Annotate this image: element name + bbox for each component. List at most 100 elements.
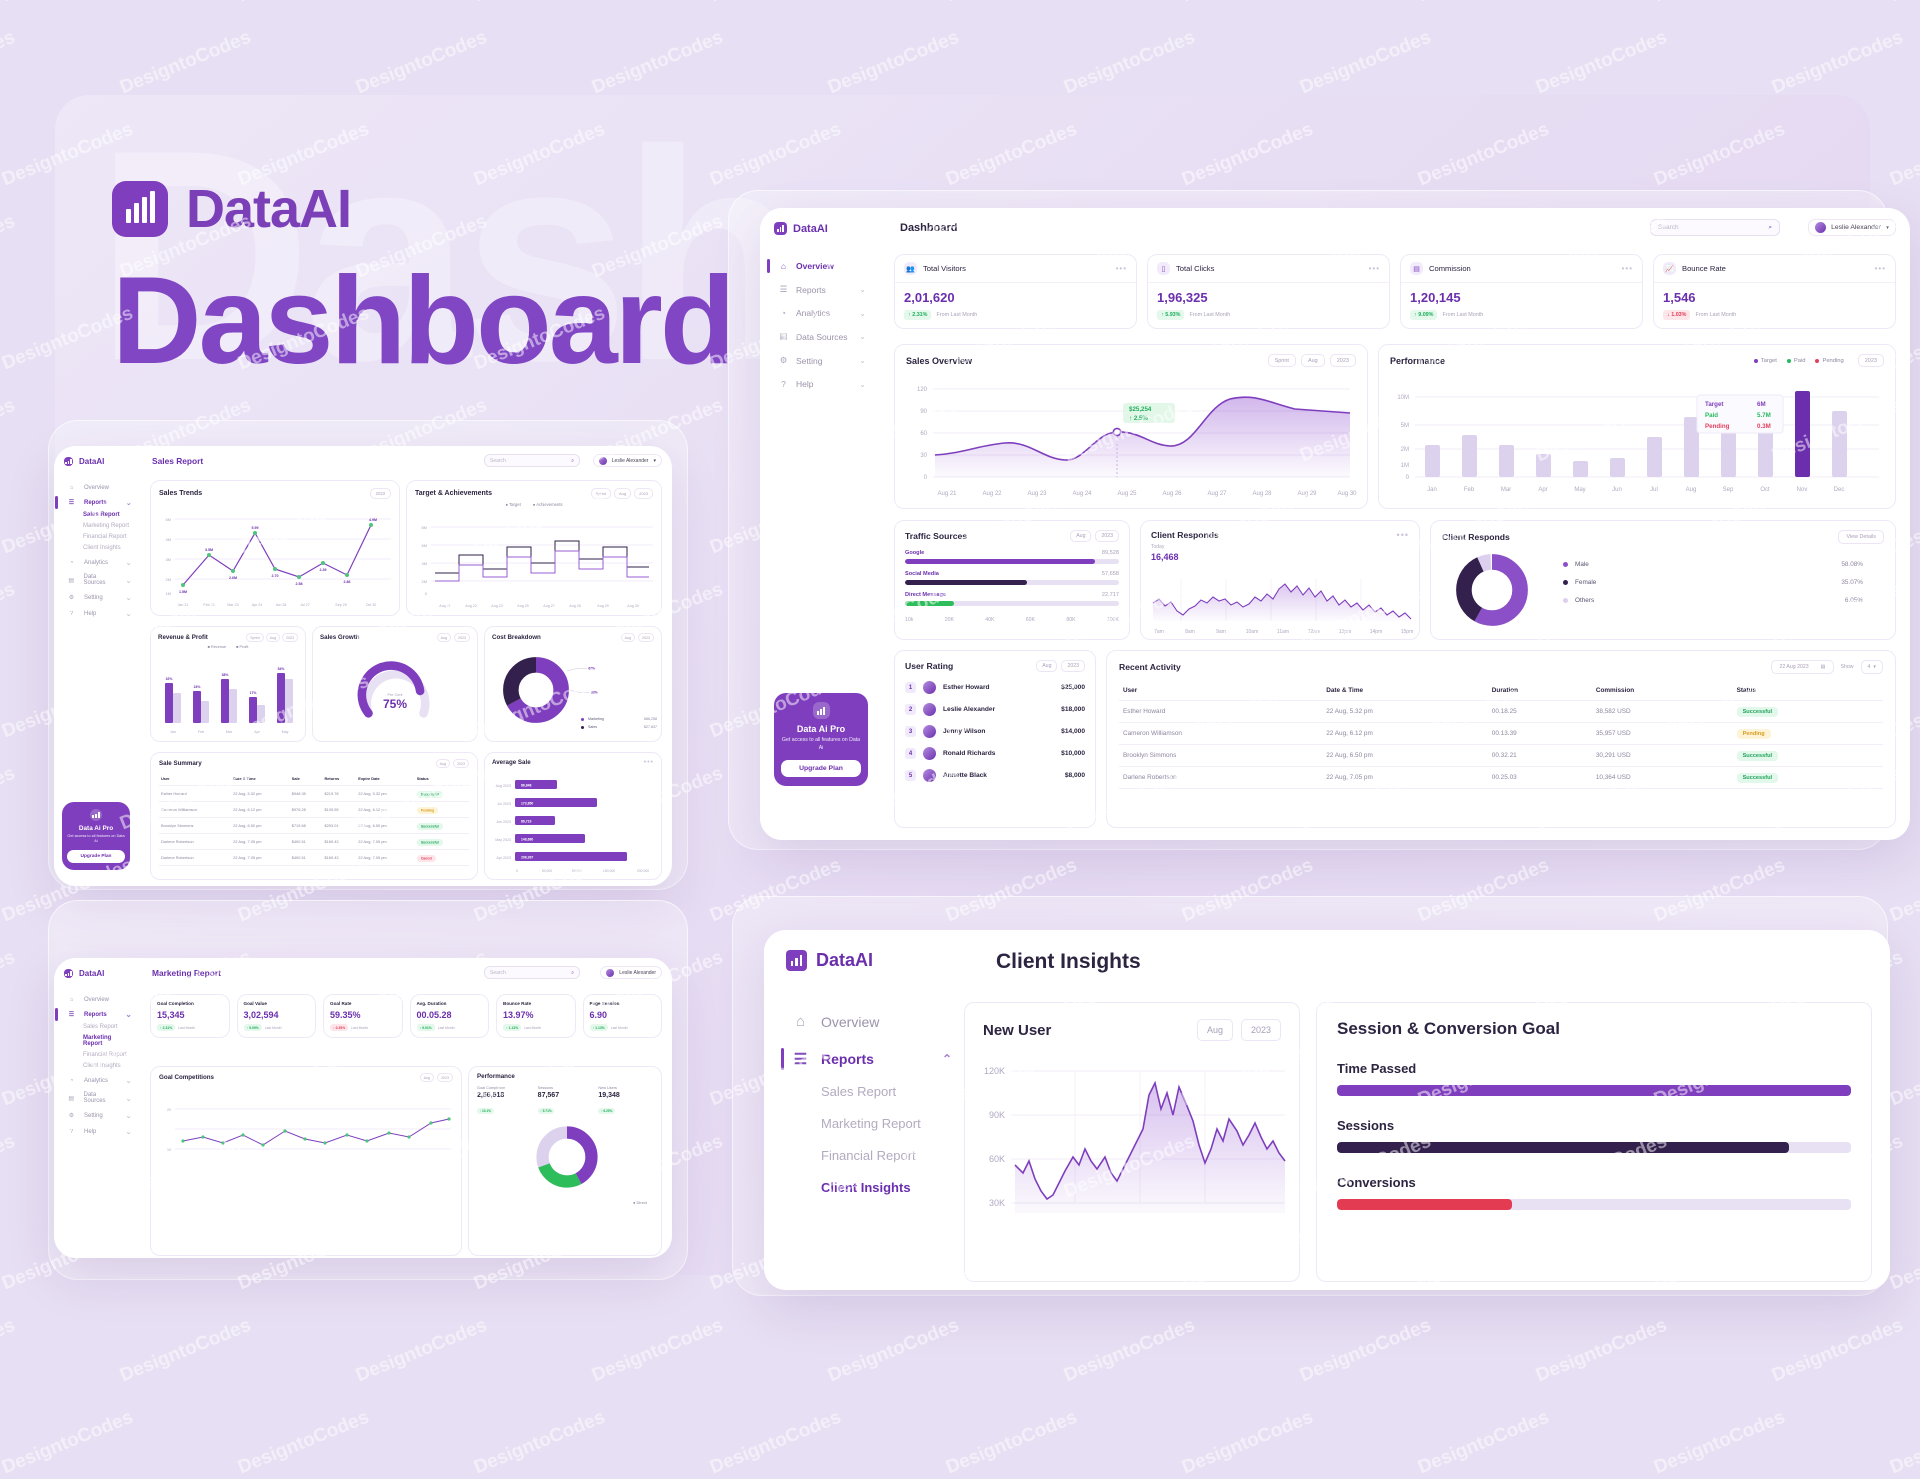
sidebar-item-analytics[interactable]: ◔ Analytics ⌄ [778,308,866,318]
search-icon[interactable]: ⌕ [571,969,574,976]
chevron-down-icon[interactable]: ⌄ [125,593,132,602]
sidebar-item-data sources[interactable]: ▤ Data Sources ⌄ [778,331,866,342]
search-input[interactable]: Search ⌕ [484,454,580,467]
sg-filter-year[interactable]: 2023 [454,633,470,642]
sidebar-item-setting[interactable]: ⚙ Setting ⌄ [66,1111,132,1120]
search-input[interactable]: Search ⌕ [484,966,580,979]
chevron-down-icon[interactable]: ⌄ [859,379,866,389]
ta-filter-sprint[interactable]: Sprint [590,488,611,499]
submenu-item-client insights[interactable]: Client Insights [83,545,121,551]
upgrade-plan-button[interactable]: Upgrade Plan [67,850,125,863]
card-menu-icon[interactable]: ••• [1621,264,1633,273]
nu-filter-year[interactable]: 2023 [1240,1019,1281,1041]
cb-filter-month[interactable]: Aug [620,633,635,642]
filter-sprint[interactable]: Sprint [1267,354,1296,367]
card-menu-icon[interactable]: ••• [1368,264,1380,273]
chevron-down-icon[interactable]: ⌄ [125,575,132,585]
submenu-item-financial report[interactable]: Financial Report [83,534,127,540]
search-input[interactable]: Search ⌕ [1650,219,1780,236]
card-menu-icon[interactable]: ••• [1874,264,1886,273]
chevron-down-icon[interactable]: ⌄ [125,1010,132,1019]
sidebar-item-reports[interactable]: ☰ Reports ⌄ [55,496,132,509]
gc-filter-month[interactable]: Aug [419,1073,434,1082]
submenu-item-client insights[interactable]: Client Insights [821,1180,911,1195]
cb-filter-year[interactable]: 2023 [638,633,654,642]
sidebar-item-reports[interactable]: ☰ Reports ⌄ [778,284,866,295]
performance-year-filter[interactable]: 2023 [1857,354,1884,367]
view-details-button[interactable]: View Details [1838,530,1884,544]
submenu-item-marketing report[interactable]: Marketing Report [821,1116,921,1131]
chevron-down-icon[interactable]: ⌄ [859,308,866,318]
sidebar-item-overview[interactable]: ⌂ Overview [792,1013,952,1030]
submenu-item-financial report[interactable]: Financial Report [821,1148,916,1163]
rp-filter-sprint[interactable]: Sprint [246,633,264,642]
chevron-down-icon[interactable]: ⌄ [125,1127,132,1136]
user-rating-row[interactable]: 2 Leslie Alexander $18,000 [905,703,1085,716]
user-rating-row[interactable]: 3 Jenny Wilson $14,000 [905,725,1085,738]
table-row[interactable]: Esther Howard 22 Aug, 5.32 pm 00.18.25 3… [1119,700,1883,723]
chevron-down-icon[interactable]: ⌄ [859,356,866,365]
table-row[interactable]: Darlene Robertson 22 Aug, 7.05 pm 00.25.… [1119,766,1883,789]
ss-filter-year[interactable]: 2023 [453,759,469,768]
gc-filter-year[interactable]: 2023 [437,1073,453,1082]
submenu-item-sales report[interactable]: Sales Report [83,512,120,518]
submenu-item-client insights[interactable]: Client Insights [83,1063,121,1069]
submenu-item-marketing report[interactable]: Marketing Report [83,1035,112,1047]
submenu-item-financial report[interactable]: Financial Report [83,1052,127,1058]
card-menu-icon[interactable]: ••• [1396,530,1409,540]
traffic-year-filter[interactable]: 2023 [1095,530,1119,542]
submenu-item-sales report[interactable]: Sales Report [821,1084,897,1099]
user-rating-row[interactable]: 5 Annette Black $8,000 [905,769,1085,782]
sidebar-item-setting[interactable]: ⚙ Setting ⌄ [66,593,132,602]
rating-month-filter[interactable]: Aug [1036,660,1058,672]
table-row[interactable]: Brooklyn Simmons 22 Aug, 6.50 pm $719.68… [159,817,469,834]
sidebar-item-setting[interactable]: ⚙ Setting ⌄ [778,355,866,366]
activity-date-filter[interactable]: 22 Aug 2023 ▤ [1771,660,1834,674]
trends-year-filter[interactable]: 2023 [369,488,391,499]
submenu-item-marketing report[interactable]: Marketing Report [83,523,130,529]
rp-filter-year[interactable]: 2023 [282,633,298,642]
sg-filter-month[interactable]: Aug [436,633,451,642]
chevron-down-icon[interactable]: ⌄ [125,1111,132,1120]
sidebar-logo[interactable]: DataAI [64,969,138,978]
chevron-down-icon[interactable]: ⌄ [125,1076,132,1085]
search-icon[interactable]: ⌕ [571,457,574,464]
sidebar-item-analytics[interactable]: ◔ Analytics ⌄ [66,1076,132,1085]
user-rating-row[interactable]: 1 Esther Howard $25,000 [905,681,1085,694]
sidebar-item-help[interactable]: ? Help ⌄ [66,1127,132,1136]
table-row[interactable]: Cameron Williamson 22 Aug, 6.12 pm 00.13… [1119,722,1883,745]
sidebar-item-help[interactable]: ? Help ⌄ [66,609,132,618]
sidebar-item-overview[interactable]: ⌂ Overview [66,997,132,1003]
sidebar-logo[interactable]: DataAI [786,950,974,971]
user-rating-row[interactable]: 4 Ronald Richards $10,000 [905,747,1085,760]
sidebar-logo[interactable]: DataAI [64,457,138,466]
filter-year[interactable]: 2023 [1329,354,1356,367]
table-row[interactable]: Darlene Robertson 22 Aug, 7.05 pm $490.5… [159,849,469,866]
chevron-down-icon[interactable]: ⌄ [125,558,132,567]
sidebar-item-data sources[interactable]: ▤ Data Sources ⌄ [66,574,132,586]
traffic-month-filter[interactable]: Aug [1070,530,1092,542]
chevron-down-icon[interactable]: ⌄ [125,1093,132,1103]
sidebar-item-reports[interactable]: ☰ Reports ⌃ [781,1048,952,1070]
upgrade-plan-button[interactable]: Upgrade Plan [781,760,861,777]
card-menu-icon[interactable]: ••• [1115,264,1127,273]
submenu-item-sales report[interactable]: Sales Report [83,1024,118,1030]
sidebar-item-analytics[interactable]: ◔ Analytics ⌄ [66,558,132,567]
sidebar-item-data sources[interactable]: ▤ Data Sources ⌄ [66,1092,132,1104]
ta-filter-month[interactable]: Aug [613,488,632,499]
table-row[interactable]: Esther Howard 22 Aug, 5.32 pm $948.35 $2… [159,785,469,802]
filter-month[interactable]: Aug [1300,354,1325,367]
card-menu-icon[interactable]: ••• [643,759,654,766]
user-menu[interactable]: Leslie Alexander [600,966,662,979]
ss-filter-month[interactable]: Aug [435,759,450,768]
search-icon[interactable]: ⌕ [1768,223,1772,231]
sidebar-logo[interactable]: DataAI [774,222,882,235]
nu-filter-month[interactable]: Aug [1196,1019,1233,1041]
table-row[interactable]: Brooklyn Simmons 22 Aug, 6.50 pm 00.32.2… [1119,744,1883,767]
user-menu[interactable]: Leslie Alexander ▾ [592,454,662,467]
sidebar-item-reports[interactable]: ☰ Reports ⌄ [55,1008,132,1021]
chevron-down-icon[interactable]: ⌄ [125,498,132,507]
table-row[interactable]: Darlene Robertson 22 Aug, 7.05 pm $490.5… [159,833,469,850]
sidebar-item-help[interactable]: ? Help ⌄ [778,379,866,389]
table-row[interactable]: Cameron Williamson 22 Aug, 6.12 pm $976.… [159,801,469,818]
